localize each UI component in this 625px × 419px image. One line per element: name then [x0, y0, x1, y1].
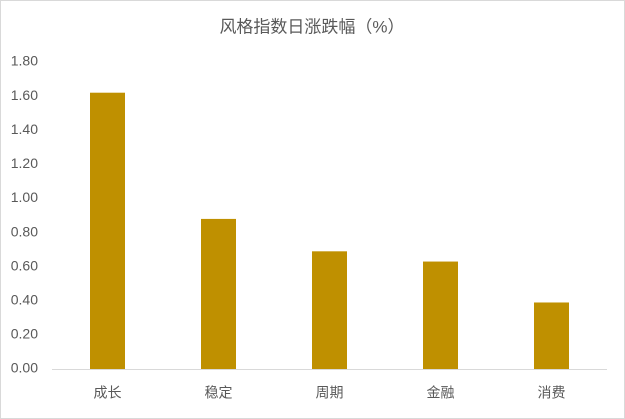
x-tick-label: 成长 — [94, 385, 122, 401]
y-tick-label: 1.60 — [11, 87, 38, 103]
x-tick-label: 金融 — [427, 385, 455, 401]
x-tick-label: 稳定 — [205, 385, 233, 401]
bar — [90, 92, 125, 369]
x-tick-label: 消费 — [538, 385, 566, 401]
chart-title: 风格指数日涨跌幅（%） — [219, 17, 404, 36]
bar — [534, 302, 569, 369]
y-tick-label: 0.60 — [11, 257, 38, 273]
y-tick-label: 1.20 — [11, 155, 38, 171]
y-tick-label: 0.80 — [11, 223, 38, 239]
bar — [423, 261, 458, 369]
bar — [201, 218, 236, 369]
x-tick-label: 周期 — [316, 385, 344, 401]
y-tick-label: 1.80 — [11, 53, 38, 69]
y-tick-label: 1.40 — [11, 121, 38, 137]
bar — [312, 251, 347, 369]
y-tick-label: 0.40 — [11, 291, 38, 307]
y-tick-label: 1.00 — [11, 189, 38, 205]
y-tick-label: 0.20 — [11, 326, 38, 342]
y-tick-label: 0.00 — [11, 360, 38, 376]
